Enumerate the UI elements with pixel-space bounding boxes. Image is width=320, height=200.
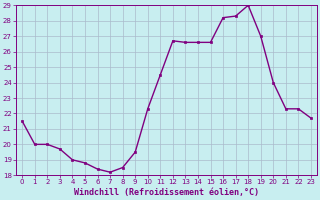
X-axis label: Windchill (Refroidissement éolien,°C): Windchill (Refroidissement éolien,°C) — [74, 188, 259, 197]
